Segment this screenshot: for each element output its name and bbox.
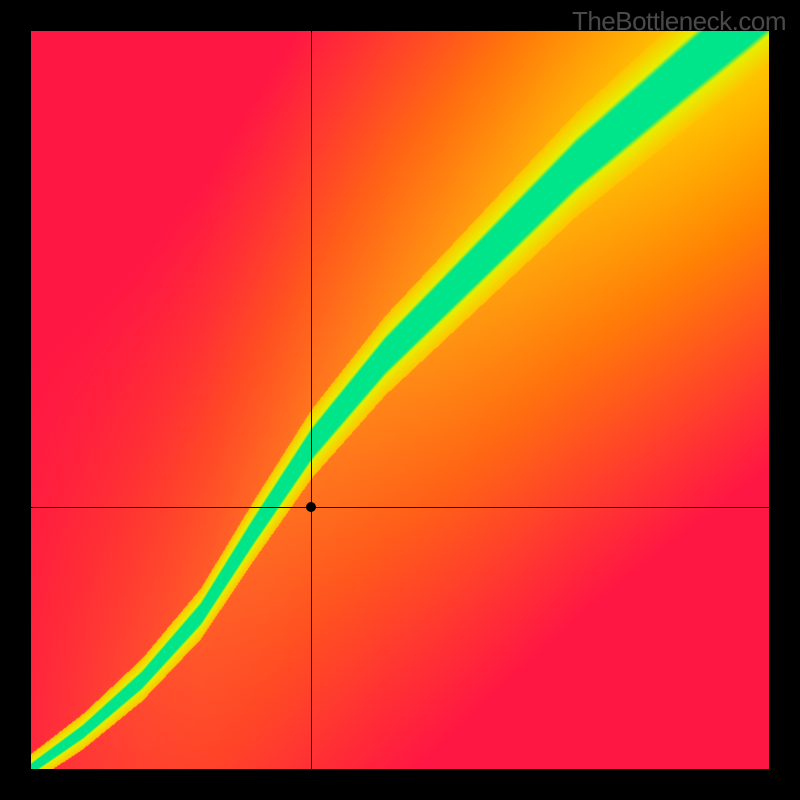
chart-container: TheBottleneck.com bbox=[0, 0, 800, 800]
crosshair-horizontal bbox=[31, 507, 769, 508]
crosshair-vertical bbox=[311, 31, 312, 769]
watermark-text: TheBottleneck.com bbox=[572, 6, 786, 37]
heatmap-plot bbox=[31, 31, 769, 769]
heatmap-canvas bbox=[31, 31, 769, 769]
data-point-marker bbox=[306, 502, 316, 512]
